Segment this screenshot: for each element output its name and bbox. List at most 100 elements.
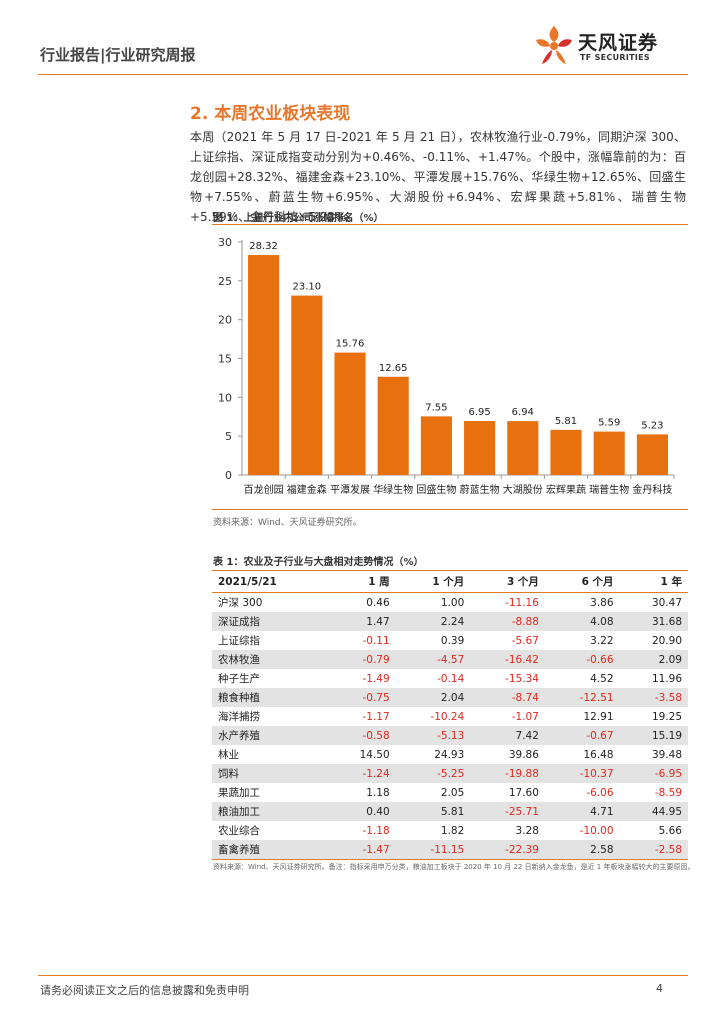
figure-top-rule	[212, 224, 688, 225]
table-cell: -8.74	[470, 688, 545, 707]
bar-value-label: 6.95	[468, 407, 490, 418]
table-cell: 0.40	[327, 802, 396, 821]
table-cell: -4.57	[395, 650, 471, 669]
y-tick-label: 20	[218, 314, 232, 327]
table-cell: 1.18	[366, 786, 390, 799]
bar-value-label: 5.59	[598, 418, 620, 429]
table-cell: 2.24	[395, 612, 471, 631]
table-source: 资料来源：Wind、天风证券研究所。备注：指标采用申万分类，粮油加工板块于 20…	[213, 863, 695, 871]
table-cell: -5.67	[511, 634, 539, 647]
table-cell: -6.95	[619, 764, 688, 783]
table-cell: 11.96	[651, 672, 682, 685]
bar-value-label: 5.81	[555, 416, 577, 427]
table-row: 海洋捕捞 -1.17 -10.24 -1.07 12.91 19.25	[212, 707, 688, 726]
table-cell: 7.42	[470, 726, 545, 745]
bar	[420, 416, 452, 475]
bar	[507, 421, 539, 475]
y-tick-label: 25	[218, 275, 232, 288]
bar	[464, 421, 496, 475]
table-row: 粮食种植 -0.75 2.04 -8.74 -12.51 -3.58	[212, 688, 688, 707]
bar	[248, 255, 280, 475]
x-tick-label: 百龙创园	[244, 483, 284, 496]
table-cell: -0.14	[437, 672, 465, 685]
table-row: 沪深 300 0.46 1.00 -11.16 3.86 30.47	[212, 593, 688, 613]
row-label: 上证综指	[218, 635, 260, 647]
bar	[593, 431, 625, 475]
row-label: 农林牧渔	[212, 650, 328, 669]
x-tick-label: 瑞普生物	[589, 483, 629, 496]
bar-value-label: 12.65	[379, 363, 408, 374]
y-tick-label: 15	[218, 353, 232, 366]
report-type: 行业报告|行业研究周报	[40, 46, 196, 64]
x-tick-label: 平潭发展	[330, 483, 370, 496]
table-cell: -11.15	[395, 840, 471, 860]
table-cell: -1.07	[511, 710, 539, 723]
bar	[377, 376, 409, 475]
section-paragraph: 本周（2021 年 5 月 17 日-2021 年 5 月 21 日），农林牧渔…	[190, 130, 686, 224]
x-tick-label: 回盛生物	[416, 483, 456, 496]
table-body: 沪深 300 0.46 1.00 -11.16 3.86 30.47 深证成指 1.47 2.2…	[212, 593, 688, 860]
table-title: 表 1：农业及子行业与大盘相对走势情况（%）	[213, 557, 424, 568]
table-cell: -0.11	[362, 634, 390, 647]
table-header-period: 1 年	[619, 570, 688, 593]
table-cell: 5.66	[658, 824, 682, 837]
page-number: 4	[656, 982, 663, 995]
table-cell: 1.82	[440, 824, 465, 837]
table-cell: 3.86	[590, 596, 614, 609]
row-label: 沪深 300	[218, 597, 263, 609]
table-cell: -8.88	[470, 612, 545, 631]
table-cell: -1.18	[362, 824, 390, 837]
row-label: 海洋捕捞	[218, 711, 260, 723]
table-cell: -16.42	[470, 650, 545, 669]
table-cell: -5.25	[395, 764, 471, 783]
row-label: 粮食种植	[212, 688, 328, 707]
row-label: 水产养殖	[212, 726, 328, 745]
table-cell: 0.46	[366, 596, 390, 609]
table-header-date: 2021/5/21	[212, 570, 328, 593]
bar	[550, 429, 582, 475]
flower-logo-icon	[536, 26, 572, 64]
table-cell: -10.37	[544, 764, 620, 783]
bar-value-label: 28.32	[249, 241, 278, 252]
bar-chart: 0 5 10 15 20 25 30 28.32 百龙创园 23.10 福建金森 15.76 平潭发展 1…	[218, 236, 675, 496]
y-tick-label: 0	[225, 469, 232, 482]
table-header-period: 3 个月	[470, 570, 545, 593]
table-row: 上证综指 -0.11 0.39 -5.67 3.22 20.90	[212, 631, 688, 650]
table-cell: -0.67	[544, 726, 620, 745]
table-cell: -25.71	[470, 802, 545, 821]
table-cell: 2.09	[619, 650, 688, 669]
table-cell: -1.47	[327, 840, 396, 860]
section-title: 2. 本周农业板块表现	[190, 104, 351, 124]
logo-chinese-name: 天风证券	[578, 32, 659, 54]
row-label: 种子生产	[218, 673, 260, 685]
table-cell: -2.58	[619, 840, 688, 860]
header-divider	[38, 74, 688, 75]
bar	[334, 352, 366, 475]
table-cell: -19.88	[470, 764, 545, 783]
table-cell: -10.24	[430, 710, 465, 723]
table-row: 果蔬加工 1.18 2.05 17.60 -6.06 -8.59	[212, 783, 688, 802]
table-cell: -12.51	[544, 688, 620, 707]
table-cell: 39.48	[651, 748, 682, 761]
y-tick-label: 30	[218, 236, 232, 249]
table-cell: -5.13	[395, 726, 471, 745]
bar-value-label: 7.55	[425, 402, 447, 413]
table-header-period: 1 个月	[395, 570, 471, 593]
row-label: 畜禽养殖	[212, 840, 328, 860]
table-cell: 3.22	[590, 634, 614, 647]
table-cell: -0.58	[327, 726, 396, 745]
table-row: 畜禽养殖 -1.47 -11.15 -22.39 2.58 -2.58	[212, 840, 688, 860]
table-cell: 30.47	[651, 596, 682, 609]
y-tick-label: 10	[218, 391, 232, 404]
figure-title: 图 1：上周行业内公司涨幅排名（%）	[213, 213, 384, 224]
bar-value-label: 6.94	[512, 407, 534, 418]
table-cell: 20.90	[651, 634, 682, 647]
table-cell: -1.49	[362, 672, 390, 685]
table-cell: 31.68	[619, 612, 688, 631]
table-row: 农林牧渔 -0.79 -4.57 -16.42 -0.66 2.09	[212, 650, 688, 669]
x-tick-label: 华绿生物	[373, 483, 413, 496]
x-tick-label: 金丹科技	[632, 483, 672, 496]
table-cell: -11.16	[505, 596, 539, 609]
table-cell: 2.58	[544, 840, 620, 860]
